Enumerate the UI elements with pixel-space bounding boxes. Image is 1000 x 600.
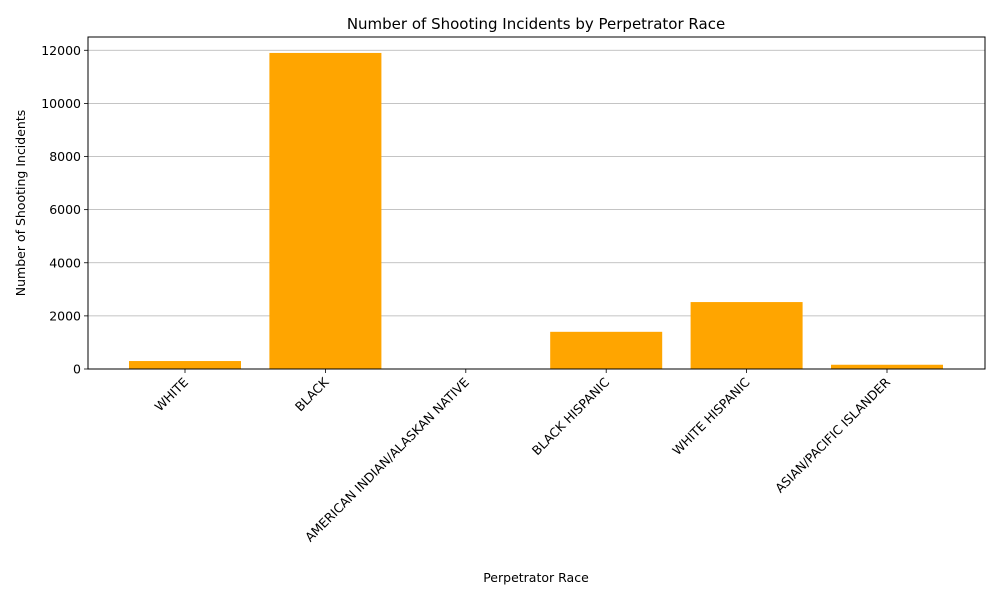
bar-4 bbox=[690, 302, 803, 369]
y-tick-label-0: 0 bbox=[73, 362, 81, 377]
y-tick-label-5: 10000 bbox=[41, 96, 81, 111]
bar-5 bbox=[831, 364, 943, 369]
y-tick-label-2: 4000 bbox=[49, 255, 81, 270]
y-axis-title: Number of Shooting Incidents bbox=[13, 110, 28, 296]
bar-1 bbox=[269, 52, 382, 369]
gridlines bbox=[88, 49, 985, 370]
plot-frame bbox=[87, 36, 986, 370]
y-tick-label-3: 6000 bbox=[49, 202, 81, 217]
x-axis-title: Perpetrator Race bbox=[483, 570, 589, 585]
bar-0 bbox=[129, 361, 241, 369]
y-tick-label-1: 2000 bbox=[49, 308, 81, 323]
y-tick-label-4: 8000 bbox=[49, 149, 81, 164]
bars bbox=[129, 52, 943, 369]
chart-title: Number of Shooting Incidents by Perpetra… bbox=[347, 15, 725, 33]
y-tick-label-6: 12000 bbox=[41, 43, 81, 58]
y-axis: 0 2000 4000 6000 8000 10000 12000 bbox=[41, 43, 88, 377]
bar-3 bbox=[550, 331, 663, 369]
